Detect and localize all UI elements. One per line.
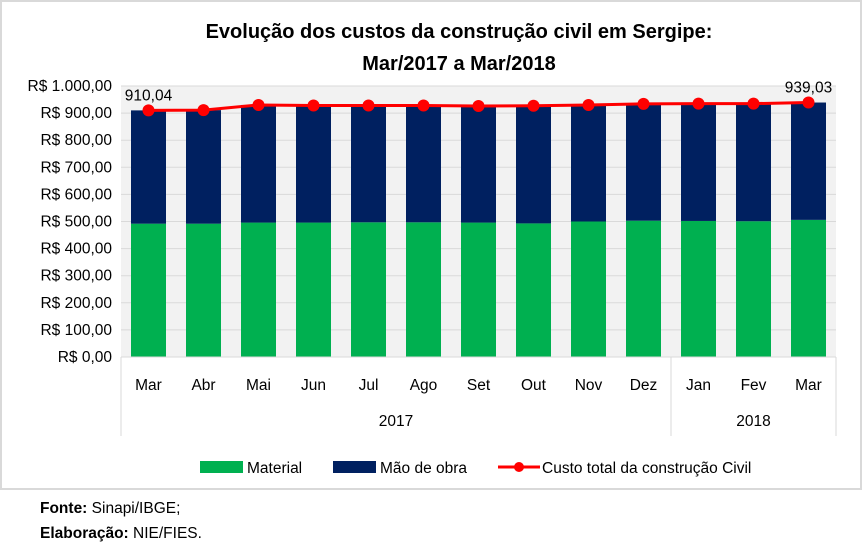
- bar-m-o-de-obra: [186, 110, 221, 224]
- line-point: [582, 98, 595, 111]
- bar-material: [791, 219, 826, 357]
- line-point: [692, 97, 705, 110]
- bar-material: [296, 222, 331, 357]
- credit-value: NIE/FIES.: [128, 525, 202, 542]
- y-tick-label: R$ 900,00: [40, 105, 112, 122]
- x-tick-label: Mar: [795, 377, 822, 394]
- bar-material: [131, 223, 166, 357]
- x-tick-label: Abr: [191, 377, 215, 394]
- bar-m-o-de-obra: [516, 105, 551, 224]
- chart: Evolução dos custos da construção civil …: [28, 21, 837, 477]
- x-group-label: 2018: [736, 413, 770, 430]
- x-tick-label: Mai: [246, 377, 271, 394]
- x-tick-label: Ago: [410, 377, 438, 394]
- y-tick-label: R$ 100,00: [40, 322, 112, 339]
- line-point: [362, 99, 375, 112]
- legend-label-m-o-de-obra: Mão de obra: [380, 460, 467, 477]
- data-label: 910,04: [125, 87, 173, 104]
- y-tick-label: R$ 400,00: [40, 241, 112, 258]
- bar-material: [186, 223, 221, 357]
- line-point: [307, 99, 320, 112]
- y-tick-label: R$ 500,00: [40, 214, 112, 231]
- bar-material: [681, 220, 716, 357]
- line-point: [802, 96, 815, 109]
- source-label: Fonte:: [40, 500, 88, 517]
- line-point: [417, 99, 430, 112]
- bar-m-o-de-obra: [131, 110, 166, 224]
- y-tick-label: R$ 800,00: [40, 132, 112, 149]
- x-tick-label: Jan: [686, 377, 711, 394]
- chart-title-line-1: Evolução dos custos da construção civil …: [206, 21, 713, 43]
- legend-marker-custo-total-da-constru-o-civil: [514, 462, 524, 472]
- y-tick-label: R$ 700,00: [40, 159, 112, 176]
- bar-m-o-de-obra: [626, 103, 661, 221]
- bar-material: [406, 222, 441, 357]
- x-tick-label: Mar: [135, 377, 162, 394]
- y-tick-label: R$ 600,00: [40, 186, 112, 203]
- y-tick-label: R$ 0,00: [58, 349, 113, 366]
- legend-swatch-m-o-de-obra: [333, 461, 376, 473]
- y-tick-label: R$ 200,00: [40, 295, 112, 312]
- y-tick-label: R$ 1.000,00: [28, 78, 113, 95]
- bar-material: [736, 221, 771, 357]
- bar-m-o-de-obra: [571, 104, 606, 222]
- line-point: [472, 100, 485, 113]
- bar-m-o-de-obra: [736, 103, 771, 222]
- line-point: [637, 97, 650, 110]
- x-tick-label: Dez: [630, 377, 658, 394]
- bar-material: [516, 223, 551, 357]
- line-point: [252, 98, 265, 111]
- line-point: [142, 104, 155, 117]
- bar-material: [241, 222, 276, 357]
- x-tick-label: Fev: [741, 377, 767, 394]
- source-note: Fonte: Sinapi/IBGE;: [40, 496, 202, 521]
- bar-m-o-de-obra: [791, 102, 826, 220]
- x-tick-label: Set: [467, 377, 491, 394]
- line-point: [527, 99, 540, 112]
- credit-label: Elaboração:: [40, 525, 129, 542]
- bar-material: [461, 222, 496, 357]
- line-point: [747, 97, 760, 110]
- x-tick-label: Jul: [359, 377, 379, 394]
- x-group-label: 2017: [379, 413, 413, 430]
- bar-material: [351, 222, 386, 357]
- bar-m-o-de-obra: [241, 104, 276, 223]
- bar-m-o-de-obra: [406, 105, 441, 223]
- legend-label-material: Material: [247, 460, 302, 477]
- bar-m-o-de-obra: [296, 105, 331, 223]
- chart-title-line-2: Mar/2017 a Mar/2018: [362, 53, 555, 75]
- x-tick-label: Jun: [301, 377, 326, 394]
- credit-note: Elaboração: NIE/FIES.: [40, 521, 202, 546]
- x-tick-label: Nov: [575, 377, 603, 394]
- line-point: [197, 104, 210, 117]
- legend-label-custo-total-da-constru-o-civil: Custo total da construção Civil: [542, 460, 751, 477]
- data-label: 939,03: [785, 80, 832, 97]
- chart-footer: Fonte: Sinapi/IBGE; Elaboração: NIE/FIES…: [40, 496, 202, 546]
- bar-m-o-de-obra: [351, 105, 386, 223]
- bar-m-o-de-obra: [461, 106, 496, 223]
- bar-material: [626, 220, 661, 357]
- bar-m-o-de-obra: [681, 103, 716, 221]
- bar-material: [571, 221, 606, 357]
- source-value: Sinapi/IBGE;: [87, 500, 181, 517]
- legend-swatch-material: [200, 461, 243, 473]
- y-tick-label: R$ 300,00: [40, 268, 112, 285]
- x-tick-label: Out: [521, 377, 547, 394]
